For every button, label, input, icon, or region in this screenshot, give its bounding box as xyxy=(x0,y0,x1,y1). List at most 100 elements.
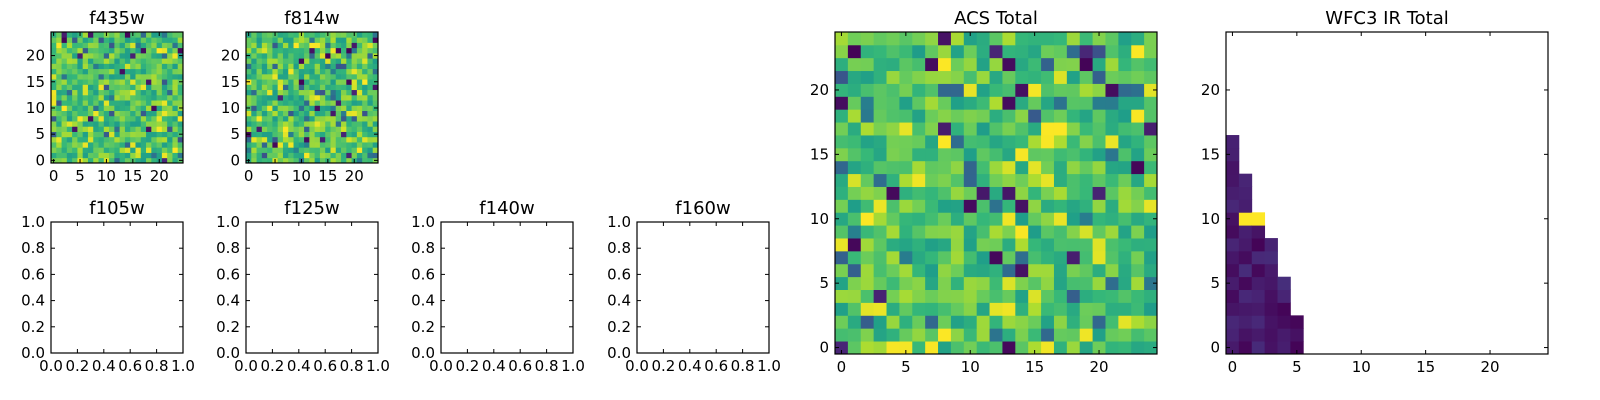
heatmap-cell xyxy=(277,37,284,43)
heatmap-cell xyxy=(298,152,305,159)
heatmap-cell xyxy=(309,84,316,91)
heatmap-cell xyxy=(103,37,110,43)
heatmap-cell xyxy=(114,142,121,148)
heatmap-cell xyxy=(1118,160,1132,175)
heatmap-cell xyxy=(847,225,862,239)
heatmap-cell xyxy=(267,100,273,106)
heatmap-cell xyxy=(341,79,347,85)
heatmap-cell xyxy=(1015,328,1029,342)
heatmap-cell xyxy=(256,84,263,91)
heatmap-cell xyxy=(1092,122,1106,136)
heatmap-cell xyxy=(288,147,294,153)
heatmap-cell xyxy=(261,68,268,75)
heatmap-cell xyxy=(109,136,115,143)
heatmap-cell xyxy=(109,73,115,80)
heatmap-cell xyxy=(298,68,305,75)
heatmap-cell xyxy=(1028,96,1042,110)
heatmap-cell xyxy=(304,84,310,91)
heatmap-cell xyxy=(124,152,131,159)
heatmap-cell xyxy=(251,63,257,70)
heatmap-cell xyxy=(93,157,99,164)
heatmap-cell xyxy=(335,63,342,70)
heatmap-cell xyxy=(298,42,305,49)
heatmap-cell xyxy=(835,147,849,162)
heatmap-cell xyxy=(1015,83,1029,97)
heatmap-cell xyxy=(124,32,131,38)
heatmap-cell xyxy=(1041,289,1055,303)
heatmap-cell xyxy=(1105,173,1119,187)
heatmap-cell xyxy=(335,52,342,59)
heatmap-cell xyxy=(119,110,126,117)
heatmap-cell xyxy=(130,37,136,43)
heatmap-cell xyxy=(1238,250,1253,265)
heatmap-cell xyxy=(873,238,887,252)
heatmap-cell xyxy=(251,32,257,38)
heatmap-cell xyxy=(1015,135,1029,149)
heatmap-cell xyxy=(103,100,110,106)
heatmap-cell xyxy=(172,58,179,64)
heatmap-cell xyxy=(1105,57,1119,72)
y-tick-label: 1.0 xyxy=(411,213,435,231)
heatmap-cell xyxy=(161,73,168,80)
heatmap-cell xyxy=(341,63,347,70)
heatmap-cell xyxy=(873,147,887,162)
heatmap-cell xyxy=(130,147,136,153)
heatmap-cell xyxy=(1105,160,1119,175)
y-tick-label: 5 xyxy=(1210,274,1220,292)
heatmap-cell xyxy=(989,173,1003,187)
heatmap-cell xyxy=(66,121,73,127)
heatmap-cell xyxy=(261,152,268,159)
x-tick-label: 0.2 xyxy=(651,357,675,375)
heatmap-cell xyxy=(246,58,252,64)
heatmap-cell xyxy=(1079,122,1093,136)
heatmap-cell xyxy=(293,68,300,75)
heatmap-cell xyxy=(1015,199,1029,213)
x-tick-label: 0.6 xyxy=(118,357,142,375)
y-tick-label: 0.8 xyxy=(411,239,435,257)
heatmap-cell xyxy=(72,100,78,106)
heatmap-cell xyxy=(1041,122,1055,136)
heatmap-cell xyxy=(1118,238,1132,252)
heatmap-cell xyxy=(288,131,294,138)
heatmap-cell xyxy=(156,142,163,148)
heatmap-cell xyxy=(989,250,1003,265)
y-tick-label: 1.0 xyxy=(607,213,631,231)
heatmap-cell xyxy=(130,58,136,64)
heatmap-cell xyxy=(1131,32,1145,46)
y-tick-label: 0.6 xyxy=(21,265,45,283)
heatmap-cell xyxy=(72,89,78,96)
heatmap-cell xyxy=(1092,341,1106,355)
heatmap-cell xyxy=(1105,135,1119,149)
panel-title: f105w xyxy=(89,198,144,219)
heatmap-cell xyxy=(976,70,990,84)
x-tick-label: 10 xyxy=(97,167,116,185)
y-tick-label: 15 xyxy=(221,73,240,91)
heatmap-cell xyxy=(314,63,321,70)
heatmap-cell xyxy=(109,94,115,101)
heatmap-cell xyxy=(246,84,252,91)
heatmap-cell xyxy=(362,58,368,64)
heatmap-cell xyxy=(103,126,110,132)
x-tick-label: 0.4 xyxy=(92,357,116,375)
heatmap-cell xyxy=(367,47,374,54)
heatmap-cell xyxy=(835,44,849,59)
heatmap-cell xyxy=(1002,199,1016,213)
heatmap-cell xyxy=(963,135,978,149)
heatmap-cell xyxy=(356,63,363,70)
heatmap-cell xyxy=(976,147,990,162)
heatmap-cell xyxy=(899,173,913,187)
heatmap-cell xyxy=(367,142,374,148)
heatmap-cell xyxy=(367,121,374,127)
heatmap-cell xyxy=(140,63,147,70)
heatmap-cell xyxy=(314,37,321,43)
heatmap-cell xyxy=(267,84,273,91)
heatmap-cell xyxy=(109,110,115,117)
heatmap-cell xyxy=(246,110,252,117)
heatmap-cell xyxy=(309,157,316,164)
heatmap-cell xyxy=(140,131,147,138)
heatmap-cell xyxy=(1066,83,1081,97)
heatmap-cell xyxy=(873,263,887,278)
heatmap-cell xyxy=(912,147,926,162)
heatmap-cell xyxy=(335,121,342,127)
heatmap-cell xyxy=(156,58,163,64)
